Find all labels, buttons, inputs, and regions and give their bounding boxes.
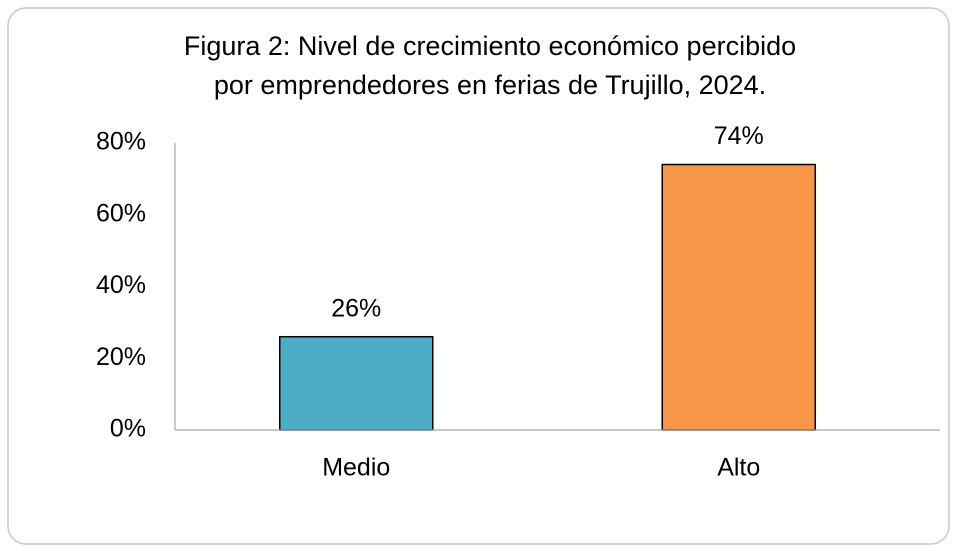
y-tick-label: 60% bbox=[96, 199, 146, 227]
x-tick-label: Alto bbox=[717, 454, 760, 482]
y-tick-label: 40% bbox=[96, 271, 146, 299]
y-tick-label: 20% bbox=[96, 343, 146, 371]
data-label: 74% bbox=[714, 122, 764, 150]
y-tick-label: 80% bbox=[96, 128, 146, 156]
x-tick-label: Medio bbox=[322, 454, 390, 482]
bar bbox=[279, 335, 434, 431]
bar bbox=[661, 163, 816, 431]
chart-title: por emprendedores en ferias de Trujillo,… bbox=[214, 70, 766, 100]
data-label: 26% bbox=[331, 294, 381, 322]
chart-title: Figura 2: Nivel de crecimiento económico… bbox=[184, 31, 796, 61]
y-tick-label: 0% bbox=[110, 415, 146, 443]
